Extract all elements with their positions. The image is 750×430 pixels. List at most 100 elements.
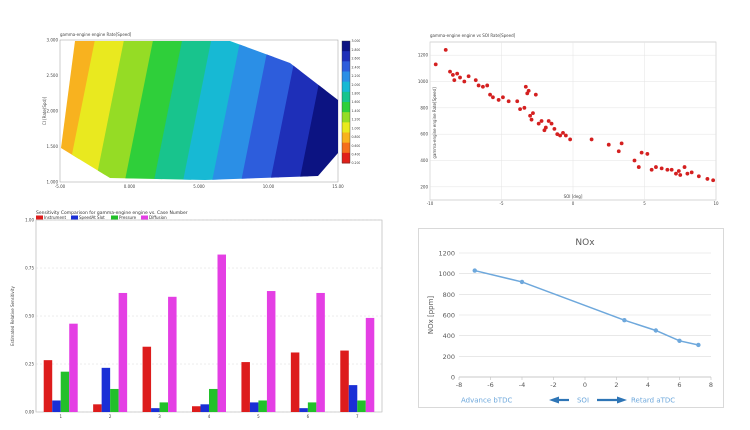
bar-category-label: 7	[356, 414, 359, 419]
nox-point	[653, 328, 659, 333]
scatter-chart: gamma-engine engine vs SOI Rate[Speed] -1…	[418, 33, 719, 206]
bar	[93, 404, 102, 412]
bar-category-label: 1	[59, 414, 62, 419]
scatter-point	[473, 78, 478, 83]
contour-title: gamma-engine engine Rate[Speed]	[60, 32, 132, 37]
scatter-y-tick-label: 1200	[418, 53, 429, 58]
scatter-point	[654, 165, 658, 169]
bar	[365, 317, 375, 412]
colorbar-swatch	[342, 41, 350, 52]
contour-band	[92, 41, 164, 180]
scatter-point	[462, 79, 467, 84]
annotation-soi: SOI	[577, 397, 589, 405]
nox-y-tick-label: 0	[451, 374, 455, 382]
scatter-point	[536, 121, 541, 126]
contour-y-tick-label: 3.000	[47, 38, 59, 43]
scatter-point	[515, 99, 520, 104]
nox-point	[519, 279, 525, 285]
bar-category-label: 2	[109, 414, 112, 419]
bar-category-label: 3	[158, 414, 161, 419]
nox-x-tick-label: 6	[677, 381, 681, 389]
bar-category-label: 5	[257, 414, 260, 419]
scatter-point	[552, 127, 557, 131]
colorbar-label: 1.800	[352, 91, 361, 95]
nox-x-tick-label: -6	[487, 381, 493, 389]
scatter-point	[705, 177, 710, 181]
scatter-point	[485, 83, 490, 88]
scatter-point	[450, 73, 455, 77]
contour-band	[121, 41, 193, 180]
scatter-point	[533, 92, 538, 97]
colorbar-swatch	[342, 112, 350, 123]
nox-x-tick-label: 2	[614, 381, 618, 389]
colorbar-label: 2.000	[352, 83, 361, 87]
colorbar-swatch	[342, 81, 350, 93]
legend-label: SpeedAt Slot	[79, 215, 105, 220]
bar	[217, 254, 226, 412]
scatter-point	[632, 158, 637, 163]
contour-y-tick-label: 1.500	[47, 144, 59, 149]
bar	[52, 400, 61, 412]
bar	[142, 346, 152, 412]
scatter-point	[659, 166, 664, 171]
nox-title: NOx	[575, 238, 595, 248]
colorbar-swatch	[342, 91, 350, 103]
bar	[258, 400, 267, 412]
nox-series-line	[474, 269, 699, 346]
bar	[241, 362, 250, 412]
line-chart-panel: NOx 0 200 400 600 800 1000 1200 -8 -6 -4 -2 0 2 4 6 8 NOx…	[418, 228, 724, 408]
colorbar-frame	[341, 40, 351, 164]
nox-y-tick-label: 400	[443, 332, 455, 340]
scatter-point	[616, 149, 621, 154]
bar	[348, 385, 358, 412]
bar	[168, 296, 177, 412]
scatter-point	[523, 84, 528, 89]
colorbar-label: 3.000	[352, 39, 361, 43]
colorbar-swatch	[342, 152, 350, 164]
contour-x-tick-label: -5.00	[55, 184, 66, 189]
colorbar-label: 0.200	[352, 161, 361, 165]
colorbar-label: 1.400	[352, 109, 361, 113]
colorbar-swatch	[342, 51, 350, 62]
scatter-point	[645, 152, 650, 156]
nox-y-tick-label: 1200	[438, 250, 455, 258]
bar	[266, 291, 276, 412]
scatter-point	[689, 170, 694, 175]
scatter-point	[563, 133, 568, 138]
scatter-x-tick-label: 10	[713, 201, 719, 206]
scatter-y-tick-label: 400	[420, 158, 428, 163]
legend-swatch	[111, 215, 118, 220]
arrow-left-head	[549, 396, 559, 404]
bar	[249, 402, 259, 412]
scatter-point	[496, 98, 501, 102]
scatter-point	[443, 48, 448, 52]
colorbar-label: 1.600	[352, 100, 361, 104]
scatter-point	[476, 83, 481, 88]
nox-point	[472, 268, 477, 273]
scatter-y-tick-label: 800	[420, 105, 428, 110]
scatter-point	[558, 133, 563, 138]
colorbar-swatch	[342, 132, 350, 144]
nox-point	[677, 338, 682, 344]
scatter-point	[546, 119, 551, 123]
legend-swatch	[71, 215, 78, 220]
bar	[316, 292, 325, 412]
colorbar-swatch	[342, 102, 350, 113]
bar	[209, 388, 218, 412]
scatter-point	[682, 165, 687, 169]
bar-y-tick-label: 0.25	[25, 362, 34, 367]
bar	[192, 406, 201, 412]
arrow-right-head	[617, 396, 627, 404]
colorbar-label: 2.400	[352, 65, 361, 69]
scatter-point	[549, 121, 554, 126]
scatter-point	[501, 95, 505, 100]
nox-y-tick-label: 200	[443, 353, 455, 361]
scatter-y-tick-label: 1000	[418, 79, 429, 84]
bar	[118, 292, 128, 412]
nox-x-tick-label: -2	[550, 381, 556, 389]
contour-band	[237, 41, 309, 180]
scatter-chart-panel: gamma-engine engine vs SOI Rate[Speed] -1…	[408, 28, 726, 208]
bar-y-tick-label: 0.00	[25, 410, 34, 415]
legend-label: Pressure	[119, 215, 137, 220]
scatter-point	[528, 113, 532, 118]
